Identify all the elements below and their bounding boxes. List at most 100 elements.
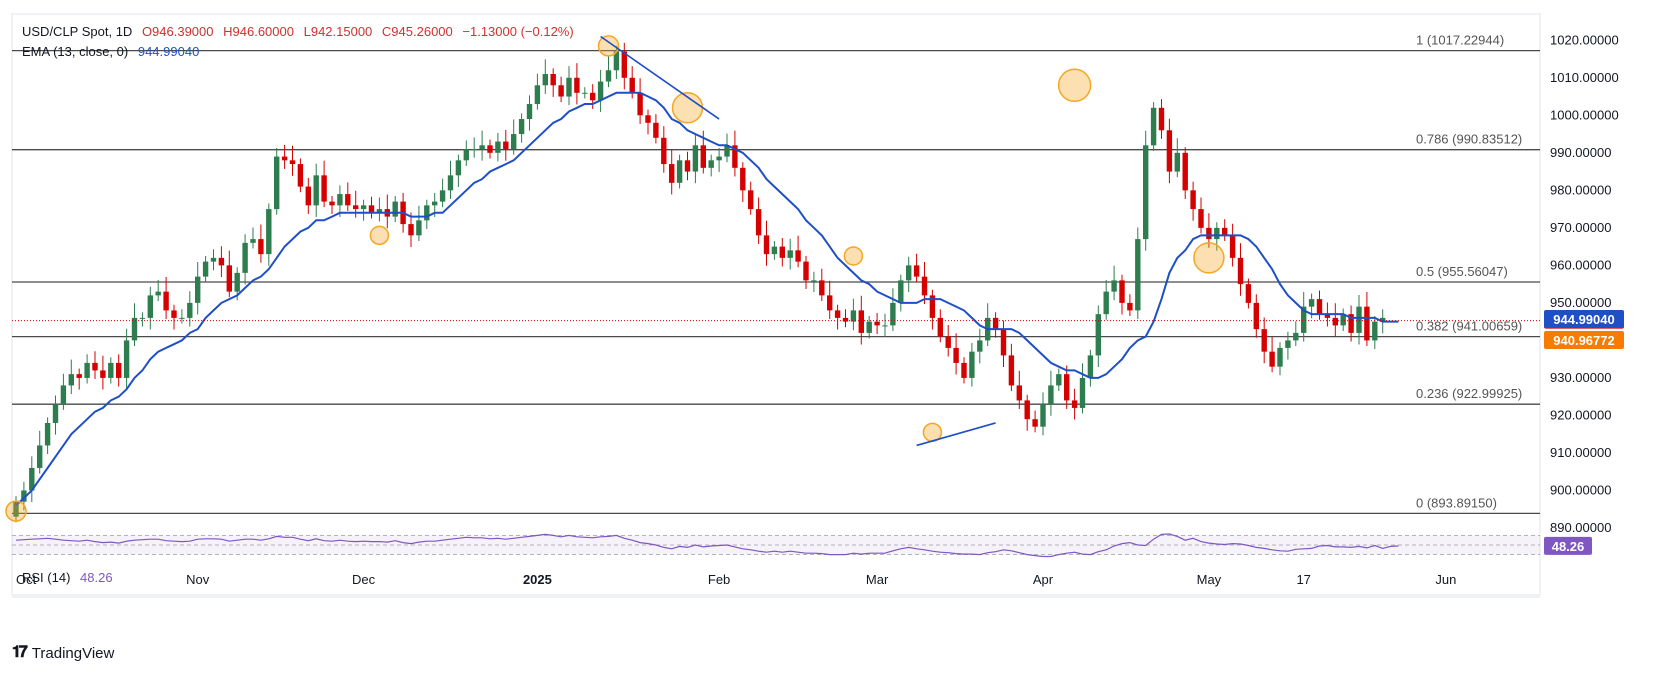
candle-body xyxy=(1364,306,1370,341)
candle-body xyxy=(1245,284,1252,303)
candle-body xyxy=(803,261,809,281)
candle-body xyxy=(131,317,138,341)
candle-body xyxy=(353,205,359,210)
candle-body xyxy=(653,122,659,138)
rsi-value: 48.26 xyxy=(80,570,113,585)
candle-body xyxy=(787,250,793,258)
candle-body xyxy=(1308,299,1315,307)
fib-level-label: 0.236 (922.99925) xyxy=(1416,386,1522,401)
candle-body xyxy=(1071,400,1078,408)
y-tick-label: 990.00000 xyxy=(1550,145,1611,160)
candle-body xyxy=(321,175,327,202)
rsi-pane: 48.26 xyxy=(12,533,1592,558)
candle-body xyxy=(511,134,517,150)
candle-body xyxy=(621,51,627,78)
candle-body xyxy=(1332,317,1338,326)
candle-body xyxy=(195,276,201,303)
candle-body xyxy=(992,317,999,330)
x-tick-label: 17 xyxy=(1296,572,1310,587)
candle-body xyxy=(1000,329,1007,356)
ema-label[interactable]: EMA (13, close, 0) xyxy=(22,44,129,59)
candle-body xyxy=(44,422,51,446)
annotation-circle xyxy=(843,246,864,266)
candle-body xyxy=(29,467,35,491)
candle-body xyxy=(1380,317,1386,322)
candle-body xyxy=(574,77,580,93)
open-value: O946.39000 xyxy=(141,24,214,39)
candle-body xyxy=(597,81,604,101)
candle-body xyxy=(1064,374,1070,401)
y-tick-label: 930.00000 xyxy=(1550,370,1611,385)
candle-body xyxy=(92,362,98,371)
candle-body xyxy=(313,175,319,206)
candle-body xyxy=(771,246,778,255)
candle-body xyxy=(842,317,849,322)
trend-line xyxy=(600,35,720,120)
candle-body xyxy=(21,490,27,502)
candle-body xyxy=(1206,227,1212,240)
candle-body xyxy=(123,340,130,378)
y-tick-label: 910.00000 xyxy=(1550,445,1611,460)
ema-legend: EMA (13, close, 0) 944.99040 xyxy=(22,44,205,59)
candle-body xyxy=(1048,385,1054,405)
rsi-legend: RSI (14) 48.26 xyxy=(22,570,119,585)
candle-body xyxy=(1119,280,1125,303)
x-tick-label: Mar xyxy=(866,572,889,587)
candle-body xyxy=(210,257,217,262)
candle-body xyxy=(1103,291,1109,315)
candle-body xyxy=(503,141,509,150)
candle-body xyxy=(605,70,612,82)
fib-level-label: 1 (1017.22944) xyxy=(1416,33,1504,48)
x-tick-label: Dec xyxy=(352,572,376,587)
candle-body xyxy=(408,224,414,236)
fib-level-label: 0.5 (955.56047) xyxy=(1416,264,1508,279)
candle-body xyxy=(432,201,438,206)
candle-body xyxy=(755,209,762,236)
candle-body xyxy=(250,239,256,243)
candle-body xyxy=(1016,385,1022,401)
candle-body xyxy=(969,351,975,378)
candle-body xyxy=(1340,314,1346,326)
price-axis[interactable]: 1020.00000 1010.00000 1000.00000 990.00000 9… xyxy=(1544,32,1624,535)
candle-body xyxy=(447,175,454,191)
low-value: L942.15000 xyxy=(303,24,373,39)
candle-body xyxy=(1356,306,1362,333)
rsi-label[interactable]: RSI (14) xyxy=(22,570,71,585)
candle-body xyxy=(463,149,469,161)
candle-body xyxy=(850,310,857,322)
candle-body xyxy=(834,310,841,318)
candle-body xyxy=(740,167,746,191)
candle-body xyxy=(1032,419,1038,427)
x-tick-label: Nov xyxy=(186,572,210,587)
close-value: C945.26000 xyxy=(381,24,453,39)
candle-body xyxy=(1008,355,1015,386)
candle-body xyxy=(1253,302,1259,330)
candle-body xyxy=(281,156,288,161)
candle-body xyxy=(84,362,90,378)
candlesticks[interactable] xyxy=(13,42,1386,523)
annotation-circle xyxy=(1193,242,1225,274)
trend-line xyxy=(916,422,996,447)
candle-body xyxy=(1087,355,1094,378)
candle-body xyxy=(60,385,67,405)
candle-body xyxy=(487,145,493,153)
candle-body xyxy=(455,160,462,176)
candle-body xyxy=(1222,227,1228,236)
candle-body xyxy=(1111,280,1117,292)
candle-body xyxy=(329,201,335,206)
candle-body xyxy=(368,205,375,213)
time-axis[interactable]: Oct Nov Dec 2025 Feb Mar Apr May 17 Jun xyxy=(16,572,1456,587)
tradingview-brand[interactable]: 𝟏𝟕 TradingView xyxy=(12,644,114,662)
candle-body xyxy=(1024,400,1030,420)
symbol-label[interactable]: USD/CLP Spot, 1D xyxy=(22,24,133,39)
candle-body xyxy=(1056,374,1062,386)
candle-body xyxy=(953,347,959,363)
candle-body xyxy=(676,160,683,183)
candle-body xyxy=(874,321,880,326)
candle-body xyxy=(977,340,983,352)
candle-body xyxy=(1127,302,1133,311)
candle-body xyxy=(827,295,833,311)
candle-body xyxy=(1293,332,1299,341)
candle-body xyxy=(100,370,106,378)
